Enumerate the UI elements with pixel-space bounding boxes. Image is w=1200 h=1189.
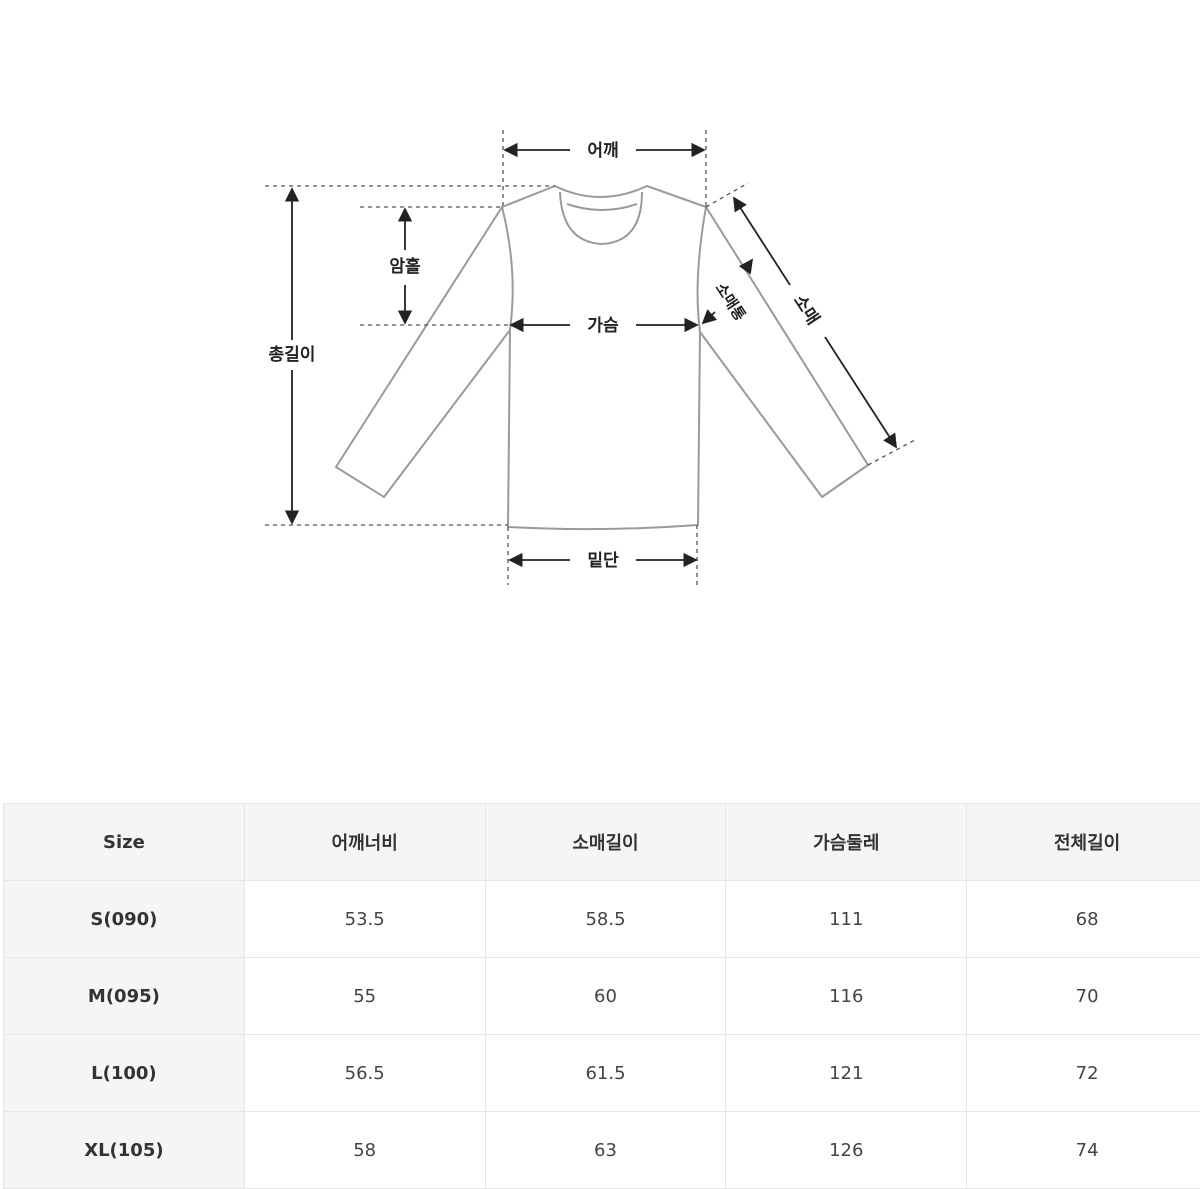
table-row: M(095) 55 60 116 70 [4,958,1200,1035]
value-cell: 68 [967,881,1200,958]
value-cell: 56.5 [244,1035,485,1112]
value-cell: 126 [726,1112,967,1189]
shirt-outline [336,186,868,529]
size-cell: S(090) [4,881,245,958]
label-sleeve: 소매 [789,291,823,328]
header-total-length: 전체길이 [967,804,1200,881]
value-cell: 53.5 [244,881,485,958]
label-total-length: 총길이 [269,345,316,365]
header-chest: 가슴둘레 [726,804,967,881]
size-cell: XL(105) [4,1112,245,1189]
label-armhole: 암홀 [389,256,421,277]
table-header-row: Size 어깨너비 소매길이 가슴둘레 전체길이 [4,804,1200,881]
value-cell: 74 [967,1112,1200,1189]
size-diagram: 어깨 총길이 암홀 가슴 밑단 소매 소매통 [0,0,1200,800]
value-cell: 116 [726,958,967,1035]
dimension-arrows [292,150,896,560]
size-cell: M(095) [4,958,245,1035]
value-cell: 60 [485,958,726,1035]
value-cell: 111 [726,881,967,958]
table-row: XL(105) 58 63 126 74 [4,1112,1200,1189]
header-size: Size [4,804,245,881]
table-row: L(100) 56.5 61.5 121 72 [4,1035,1200,1112]
value-cell: 61.5 [485,1035,726,1112]
value-cell: 63 [485,1112,726,1189]
value-cell: 121 [726,1035,967,1112]
label-shoulder: 어깨 [587,141,618,161]
value-cell: 72 [967,1035,1200,1112]
label-chest: 가슴 [587,316,619,336]
value-cell: 70 [967,958,1200,1035]
guide-lines [265,130,915,585]
value-cell: 58.5 [485,881,726,958]
header-sleeve-length: 소매길이 [485,804,726,881]
table-row: S(090) 53.5 58.5 111 68 [4,881,1200,958]
label-sleeve-width: 소매통 [712,279,750,324]
value-cell: 55 [244,958,485,1035]
label-hem: 밑단 [587,551,619,571]
size-cell: L(100) [4,1035,245,1112]
size-table: Size 어깨너비 소매길이 가슴둘레 전체길이 S(090) 53.5 58.… [3,803,1200,1189]
value-cell: 58 [244,1112,485,1189]
header-shoulder-width: 어깨너비 [244,804,485,881]
